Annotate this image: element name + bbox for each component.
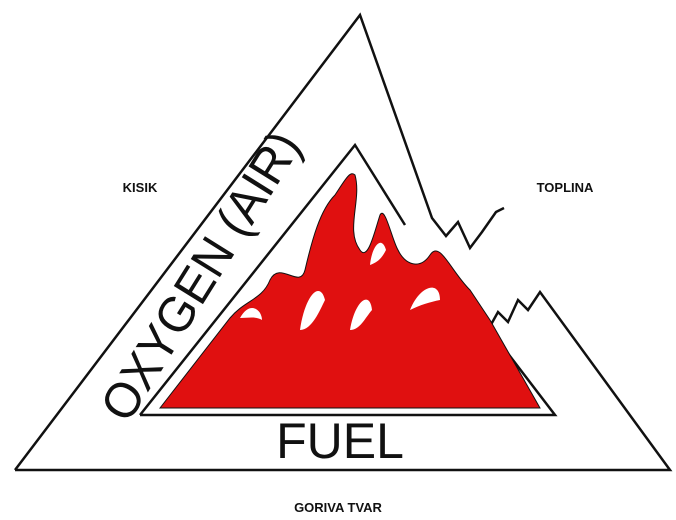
goriva-label: GORIVA TVAR — [294, 500, 382, 515]
kisik-label: KISIK — [123, 180, 158, 195]
fuel-label: FUEL — [276, 413, 404, 469]
toplina-label: TOPLINA — [537, 180, 594, 195]
fire-triangle: OXYGEN (AIR) FUEL KISIK TOPLINA GORIVA T… — [0, 0, 676, 520]
